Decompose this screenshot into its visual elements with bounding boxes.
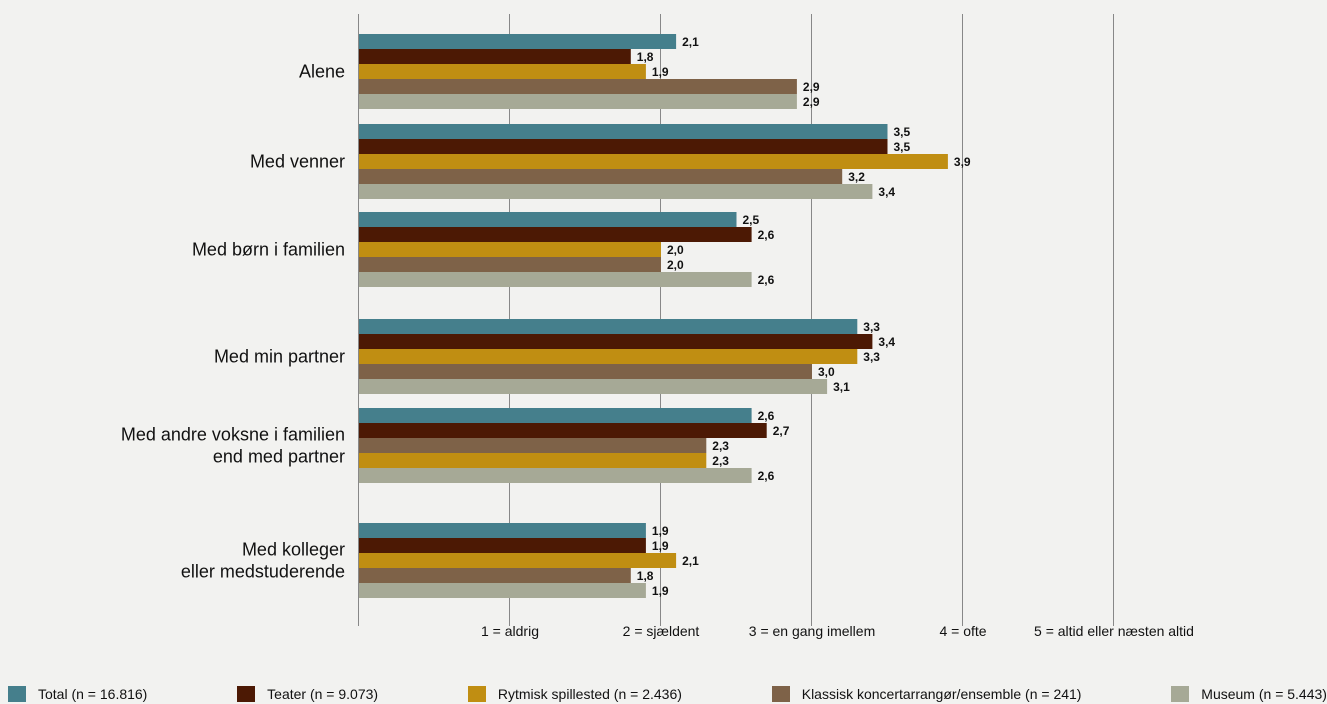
legend-item: Total (n = 16.816): [8, 686, 147, 702]
data-label: 3,5: [894, 125, 911, 139]
bar: [359, 379, 828, 394]
data-label: 3,1: [833, 380, 850, 394]
bar: [359, 583, 646, 598]
legend-label: Rytmisk spillested (n = 2.436): [497, 686, 682, 702]
data-label: 2,0: [667, 243, 684, 257]
data-label: 1,8: [637, 50, 654, 64]
data-label: 2,6: [758, 273, 775, 287]
bar: [359, 538, 646, 553]
data-label: 2,1: [682, 554, 699, 568]
category-label: Med venner: [250, 152, 345, 172]
category-label: Alene: [299, 62, 345, 82]
data-label: 2,0: [667, 258, 684, 272]
data-label: 1,8: [637, 569, 654, 583]
data-label: 1,9: [652, 65, 669, 79]
legend-label: Klassisk koncertarrangør/ensemble (n = 2…: [801, 686, 1082, 702]
data-label: 3,3: [863, 350, 880, 364]
category-label: Med børn i familien: [192, 240, 345, 260]
data-label: 2,3: [712, 439, 729, 453]
bar-chart: 1 = aldrig 2 = sjældent 3 = en gang imelle…: [121, 14, 1194, 639]
bar: [359, 272, 752, 287]
data-label: 2,9: [803, 95, 820, 109]
data-label: 2,7: [773, 424, 790, 438]
category-label: end med partner: [213, 447, 345, 467]
data-label: 1,9: [652, 584, 669, 598]
legend-swatch: [1171, 686, 1190, 702]
bar: [359, 154, 948, 169]
bar: [359, 523, 646, 538]
bar: [359, 349, 858, 364]
bar: [359, 212, 737, 227]
bar: [359, 94, 797, 109]
bar: [359, 453, 707, 468]
legend-label: Teater (n = 9.073): [267, 686, 379, 702]
bar: [359, 169, 843, 184]
legend-swatch: [467, 686, 486, 702]
category-label: Med min partner: [214, 347, 345, 367]
legend-item: Museum (n = 5.443): [1171, 686, 1327, 702]
bar: [359, 34, 677, 49]
legend-swatch: [237, 686, 256, 702]
data-label: 2,6: [758, 469, 775, 483]
data-label: 2,5: [743, 213, 760, 227]
data-label: 2,9: [803, 80, 820, 94]
data-label: 2,3: [712, 454, 729, 468]
data-label: 3,4: [878, 335, 895, 349]
x-tick-label: 1 = aldrig: [481, 623, 539, 639]
bar: [359, 139, 888, 154]
data-label: 3,3: [863, 320, 880, 334]
category-label: eller medstuderende: [181, 562, 345, 582]
category-label: Med kolleger: [242, 540, 345, 560]
bar: [359, 184, 873, 199]
data-label: 2,6: [758, 228, 775, 242]
legend-item: Klassisk koncertarrangør/ensemble (n = 2…: [771, 686, 1082, 702]
data-label: 3,4: [878, 185, 895, 199]
legend-label: Total (n = 16.816): [38, 686, 148, 702]
bar: [359, 257, 661, 272]
data-label: 1,9: [652, 539, 669, 553]
legend-swatch: [771, 686, 790, 702]
x-tick-label: 2 = sjældent: [623, 623, 700, 639]
bar: [359, 49, 631, 64]
bar: [359, 468, 752, 483]
x-tick-label: 5 = altid eller næsten altid: [1034, 623, 1194, 639]
chart-legend: Total (n = 16.816) Teater (n = 9.073) Rytm…: [8, 684, 1327, 704]
data-label: 3,9: [954, 155, 971, 169]
bar: [359, 124, 888, 139]
bar: [359, 438, 707, 453]
data-label: 3,2: [848, 170, 865, 184]
data-label: 3,0: [818, 365, 835, 379]
x-tick-label: 3 = en gang imellem: [749, 623, 875, 639]
data-label: 1,9: [652, 524, 669, 538]
bar: [359, 408, 752, 423]
bar: [359, 79, 797, 94]
data-label: 2,6: [758, 409, 775, 423]
bar: [359, 319, 858, 334]
bar: [359, 334, 873, 349]
legend-item: Rytmisk spillested (n = 2.436): [467, 686, 682, 702]
data-label: 3,5: [894, 140, 911, 154]
legend-item: Teater (n = 9.073): [237, 686, 378, 702]
bar: [359, 568, 631, 583]
bar: [359, 227, 752, 242]
bar: [359, 364, 812, 379]
category-label: Med andre voksne i familien: [121, 425, 345, 445]
x-tick-label: 4 = ofte: [939, 623, 986, 639]
legend-label: Museum (n = 5.443): [1201, 686, 1327, 702]
data-label: 2,1: [682, 35, 699, 49]
bar: [359, 242, 661, 257]
bar: [359, 64, 646, 79]
bar: [359, 423, 767, 438]
legend-swatch: [8, 686, 26, 702]
bar: [359, 553, 677, 568]
